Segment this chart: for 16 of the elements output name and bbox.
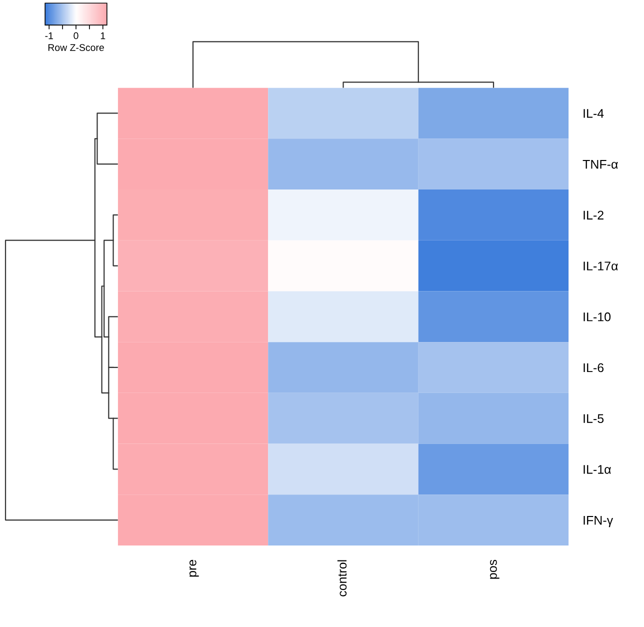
color-bar-label: -1 (45, 32, 53, 40)
y-tick-label: IL-6 (584, 363, 604, 372)
y-tick-label: IL-5 (584, 414, 604, 423)
color-bar-label: 0 (74, 32, 78, 40)
y-tick-label: IL-17α (584, 262, 618, 270)
y-tick-label: IL-1α (584, 465, 611, 474)
x-tick-label: pos (490, 560, 500, 579)
color-bar-label: 1 (100, 32, 106, 40)
y-tick-label: IFN-γ (584, 516, 614, 528)
x-tick-label: control (337, 560, 347, 596)
y-tick-label: IL-10 (584, 312, 611, 322)
y-tick-label: TNF-α (582, 160, 618, 169)
x-tick-label: pre (189, 560, 199, 577)
color-bar-title: Row Z-Score (48, 44, 104, 52)
y-tick-label: IL-4 (584, 109, 604, 118)
y-tick-label: IL-2 (584, 210, 604, 220)
